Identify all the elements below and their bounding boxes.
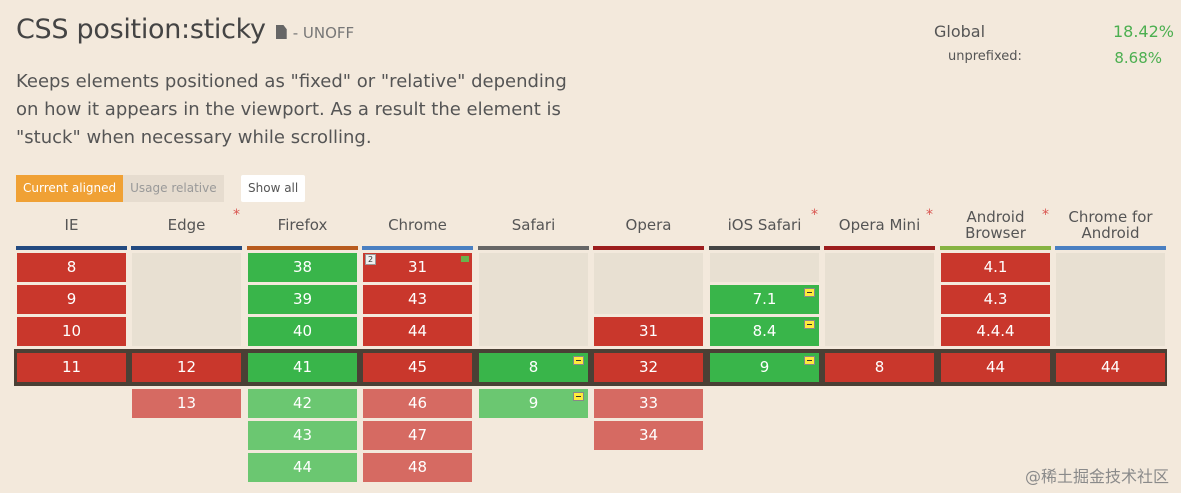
feature-header: CSS position:sticky - UNOFF <box>16 14 354 45</box>
version-cell[interactable]: 8.4 <box>710 317 819 346</box>
partial-support-icon <box>804 356 815 365</box>
version-label: 8.4 <box>752 322 777 340</box>
browser-bar <box>247 246 358 250</box>
version-cell[interactable]: 43 <box>248 421 357 450</box>
browser-name: Firefox <box>277 216 328 234</box>
current-aligned-button[interactable]: Current aligned <box>16 175 124 202</box>
version-cell[interactable]: 42 <box>248 389 357 418</box>
version-cell[interactable]: 43 <box>363 285 472 314</box>
version-cell[interactable]: 12 <box>132 353 241 382</box>
version-cell[interactable]: 47 <box>363 421 472 450</box>
usage-stats: Global 18.42% unprefixed: 8.68% <box>934 22 1174 67</box>
empty-cell <box>594 253 703 314</box>
version-cell[interactable]: 4.4.4 <box>941 317 1050 346</box>
empty-cell <box>825 253 934 346</box>
browser-name: Chrome for Android <box>1068 208 1153 242</box>
version-cell[interactable]: 44 <box>941 353 1050 382</box>
browser-bar <box>362 246 473 250</box>
partial-support-icon <box>804 320 815 329</box>
browser-bar <box>131 246 242 250</box>
version-cell[interactable]: 44 <box>248 453 357 482</box>
asterisk-icon: * <box>926 207 933 223</box>
global-value: 18.42% <box>1112 22 1174 41</box>
browser-bar <box>478 246 589 250</box>
version-cell[interactable]: 2 31 <box>363 253 472 282</box>
version-cell[interactable]: 13 <box>132 389 241 418</box>
version-cell[interactable]: 40 <box>248 317 357 346</box>
view-toggle: Current aligned Usage relative <box>16 175 224 202</box>
version-cell[interactable]: 9 <box>710 353 819 382</box>
version-cell[interactable]: 9 <box>17 285 126 314</box>
version-cell[interactable]: 34 <box>594 421 703 450</box>
browser-name: IE <box>64 216 79 234</box>
version-cell[interactable]: 4.3 <box>941 285 1050 314</box>
browser-bar <box>709 246 820 250</box>
version-cell[interactable]: 38 <box>248 253 357 282</box>
flag-icon <box>461 256 469 262</box>
version-cell[interactable]: 45 <box>363 353 472 382</box>
asterisk-icon: * <box>233 207 240 223</box>
note-number-badge: 2 <box>365 254 376 265</box>
browser-name: Chrome <box>388 216 447 234</box>
partial-support-icon <box>573 356 584 365</box>
empty-cell <box>710 253 819 282</box>
version-cell[interactable]: 8 <box>479 353 588 382</box>
version-label: 31 <box>407 258 428 276</box>
version-cell[interactable]: 10 <box>17 317 126 346</box>
watermark: @稀土掘金技术社区 <box>1024 467 1169 486</box>
version-cell[interactable]: 32 <box>594 353 703 382</box>
version-cell[interactable]: 33 <box>594 389 703 418</box>
version-label: 8 <box>528 358 539 376</box>
document-icon[interactable] <box>275 25 287 39</box>
usage-relative-button[interactable]: Usage relative <box>123 175 224 202</box>
version-cell[interactable]: 44 <box>363 317 472 346</box>
unprefixed-label: unprefixed: <box>948 49 1022 64</box>
asterisk-icon: * <box>1042 207 1049 223</box>
partial-support-icon <box>573 392 584 401</box>
show-all-button[interactable]: Show all <box>241 175 306 202</box>
version-label: 9 <box>528 394 539 412</box>
version-cell[interactable]: 7.1 <box>710 285 819 314</box>
version-cell[interactable]: 44 <box>1056 353 1165 382</box>
spec-status: - UNOFF <box>292 24 355 42</box>
partial-support-icon <box>804 288 815 297</box>
version-cell[interactable]: 39 <box>248 285 357 314</box>
version-cell[interactable]: 11 <box>17 353 126 382</box>
browser-name: Android Browser <box>965 208 1026 242</box>
global-label: Global <box>934 22 986 41</box>
browser-bar <box>16 246 127 250</box>
empty-cell <box>132 253 241 346</box>
version-cell[interactable]: 8 <box>17 253 126 282</box>
version-cell[interactable]: 48 <box>363 453 472 482</box>
browser-name: Edge <box>167 216 206 234</box>
version-cell[interactable]: 4.1 <box>941 253 1050 282</box>
page-title: CSS position:sticky <box>16 14 266 45</box>
empty-cell <box>479 253 588 346</box>
browser-name: Opera <box>625 216 672 234</box>
version-label: 7.1 <box>752 290 777 308</box>
feature-description: Keeps elements positioned as "fixed" or … <box>16 71 567 148</box>
version-cell[interactable]: 46 <box>363 389 472 418</box>
asterisk-icon: * <box>811 207 818 223</box>
browser-name: Opera Mini <box>838 216 921 234</box>
version-cell[interactable]: 31 <box>594 317 703 346</box>
browser-bar <box>824 246 935 250</box>
browser-bar <box>1055 246 1166 250</box>
browser-bar <box>593 246 704 250</box>
browser-name: iOS Safari <box>727 216 802 234</box>
version-cell[interactable]: 8 <box>825 353 934 382</box>
browser-bar <box>940 246 1051 250</box>
version-cell[interactable]: 9 <box>479 389 588 418</box>
browser-name: Safari <box>511 216 556 234</box>
empty-cell <box>1056 253 1165 346</box>
version-label: 9 <box>759 358 770 376</box>
unprefixed-value: 8.68% <box>1114 49 1162 67</box>
version-cell[interactable]: 41 <box>248 353 357 382</box>
